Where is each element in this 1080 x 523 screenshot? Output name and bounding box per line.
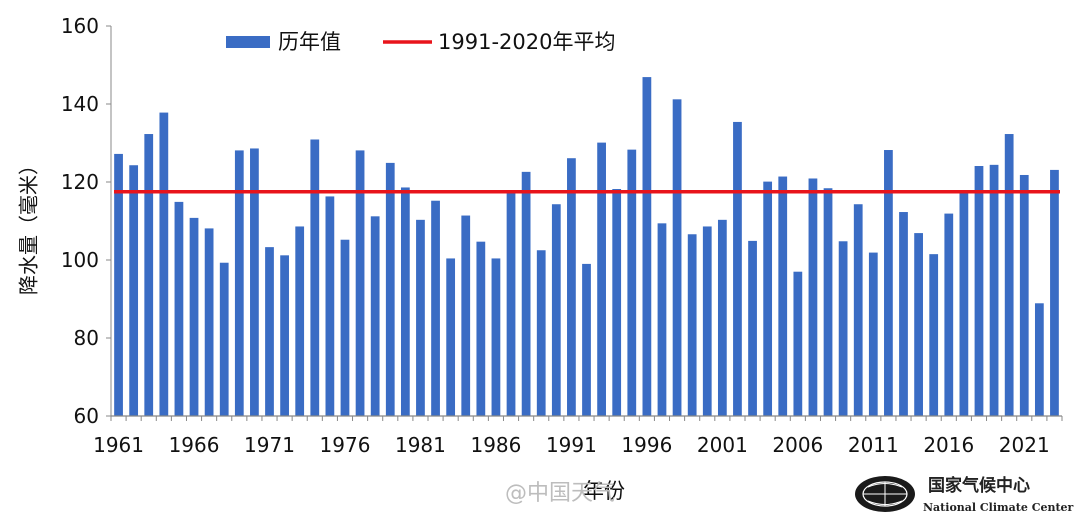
bar-2009 bbox=[838, 241, 848, 416]
bar-1964 bbox=[159, 112, 169, 416]
bars-layer bbox=[114, 77, 1059, 417]
bar-1985 bbox=[476, 241, 486, 416]
bar-1974 bbox=[310, 139, 320, 417]
bar-1979 bbox=[385, 162, 395, 416]
bar-2010 bbox=[853, 204, 863, 416]
x-tick-label: 2006 bbox=[772, 433, 823, 457]
y-tick-label: 100 bbox=[61, 248, 99, 272]
x-tick-label: 1966 bbox=[169, 433, 220, 457]
bar-1993 bbox=[597, 142, 606, 417]
watermark-text: @中国天气 bbox=[505, 481, 615, 506]
x-tick-label: 1986 bbox=[470, 433, 521, 457]
bar-1975 bbox=[325, 196, 335, 416]
legend: 历年值 1991-2020年平均 bbox=[226, 30, 615, 54]
axis-layer bbox=[110, 26, 1062, 417]
bar-1999 bbox=[687, 234, 697, 416]
bar-1966 bbox=[189, 217, 199, 416]
bar-1992 bbox=[582, 263, 591, 416]
x-tick-label: 1996 bbox=[621, 433, 672, 457]
bar-1980 bbox=[400, 187, 410, 416]
bar-1973 bbox=[295, 226, 305, 416]
x-tick-label: 1961 bbox=[93, 433, 144, 457]
bar-1987 bbox=[506, 192, 516, 416]
bar-2020 bbox=[1004, 134, 1014, 416]
bar-1991 bbox=[567, 158, 576, 416]
bar-1968 bbox=[219, 262, 229, 416]
bar-1976 bbox=[340, 239, 350, 416]
bar-2019 bbox=[989, 164, 999, 416]
bar-2018 bbox=[974, 166, 984, 416]
y-tick-label: 80 bbox=[74, 326, 99, 350]
bar-1995 bbox=[627, 149, 637, 416]
y-axis-title: 降水量（毫米） bbox=[17, 155, 41, 295]
bar-1978 bbox=[370, 216, 380, 416]
bar-2002 bbox=[733, 121, 742, 416]
bar-1988 bbox=[521, 171, 531, 416]
bar-1996 bbox=[642, 77, 652, 416]
bar-1962 bbox=[129, 165, 139, 416]
legend-label-bars: 历年值 bbox=[278, 30, 341, 54]
bar-2017 bbox=[959, 191, 969, 416]
logo: 国家气候中心 National Climate Center bbox=[855, 475, 1074, 514]
bar-1983 bbox=[446, 258, 456, 416]
bar-2012 bbox=[884, 150, 893, 416]
bar-2007 bbox=[808, 178, 818, 416]
y-tick-label: 120 bbox=[61, 170, 99, 194]
bar-1961 bbox=[114, 153, 123, 417]
x-tick-label: 1971 bbox=[244, 433, 295, 457]
bar-2011 bbox=[868, 252, 878, 416]
bar-1986 bbox=[491, 258, 501, 416]
x-axis-title: 年份 bbox=[583, 479, 625, 503]
bar-1989 bbox=[536, 250, 546, 416]
bar-2015 bbox=[929, 254, 939, 416]
bar-2001 bbox=[717, 219, 727, 416]
bar-1977 bbox=[355, 150, 365, 416]
bar-2021 bbox=[1019, 174, 1029, 416]
bar-2013 bbox=[899, 212, 908, 416]
bar-1994 bbox=[612, 189, 622, 416]
bar-1963 bbox=[144, 134, 154, 416]
x-tick-label: 2021 bbox=[999, 433, 1050, 457]
y-ticks: 60 80 100 120 140 160 bbox=[61, 14, 111, 428]
bar-2008 bbox=[823, 188, 833, 416]
y-tick-label: 60 bbox=[74, 404, 99, 428]
bar-1969 bbox=[234, 150, 244, 416]
bar-1998 bbox=[672, 99, 682, 416]
bar-1965 bbox=[174, 201, 184, 416]
y-tick-label: 160 bbox=[61, 14, 99, 38]
bar-2023 bbox=[1050, 169, 1059, 416]
x-tick-label: 2011 bbox=[848, 433, 899, 457]
x-tick-label: 2016 bbox=[923, 433, 974, 457]
x-tick-label: 2001 bbox=[697, 433, 748, 457]
bar-1981 bbox=[416, 219, 425, 416]
bar-1971 bbox=[265, 247, 274, 416]
bar-1984 bbox=[461, 215, 471, 416]
bar-2016 bbox=[944, 213, 954, 416]
bar-2022 bbox=[1034, 303, 1044, 416]
globe-icon bbox=[855, 476, 915, 512]
x-ticks: 1961 1966 1971 1976 1981 1986 1991 1996 2001 2006… bbox=[93, 416, 1063, 457]
x-tick-label: 1991 bbox=[546, 433, 597, 457]
legend-label-line: 1991-2020年平均 bbox=[438, 30, 615, 54]
x-tick-label: 1976 bbox=[320, 433, 371, 457]
bar-2000 bbox=[702, 226, 712, 416]
bar-1970 bbox=[250, 148, 259, 416]
legend-swatch-bars bbox=[226, 36, 270, 48]
bar-2005 bbox=[778, 176, 788, 416]
y-tick-label: 140 bbox=[61, 92, 99, 116]
bar-2006 bbox=[793, 271, 803, 416]
logo-name-en: National Climate Center bbox=[923, 501, 1074, 514]
x-tick-label: 1981 bbox=[395, 433, 446, 457]
bar-1982 bbox=[431, 200, 440, 416]
bar-1997 bbox=[657, 223, 667, 416]
bar-1990 bbox=[551, 204, 561, 416]
bar-1972 bbox=[280, 255, 289, 416]
bar-2014 bbox=[914, 233, 923, 416]
bar-2004 bbox=[763, 181, 773, 416]
bar-2003 bbox=[748, 240, 757, 416]
logo-name-zh: 国家气候中心 bbox=[928, 475, 1030, 496]
bar-1967 bbox=[204, 228, 214, 416]
